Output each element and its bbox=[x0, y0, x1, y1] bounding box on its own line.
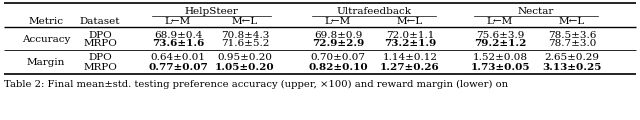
Text: M←L: M←L bbox=[397, 17, 423, 26]
Text: 73.6±1.6: 73.6±1.6 bbox=[152, 39, 204, 48]
Text: 69.8±0.9: 69.8±0.9 bbox=[314, 30, 362, 39]
Text: 1.73±0.05: 1.73±0.05 bbox=[470, 63, 530, 72]
Text: Table 2: Final mean±std. testing preference accuracy (upper, ×100) and reward ma: Table 2: Final mean±std. testing prefere… bbox=[4, 79, 508, 89]
Text: DPO: DPO bbox=[88, 54, 112, 63]
Text: 73.2±1.9: 73.2±1.9 bbox=[384, 39, 436, 48]
Text: 78.7±3.0: 78.7±3.0 bbox=[548, 39, 596, 48]
Text: 71.6±5.2: 71.6±5.2 bbox=[221, 39, 269, 48]
Text: M←L: M←L bbox=[559, 17, 585, 26]
Text: 75.6±3.9: 75.6±3.9 bbox=[476, 30, 524, 39]
Text: 79.2±1.2: 79.2±1.2 bbox=[474, 39, 526, 48]
Text: MRPO: MRPO bbox=[83, 39, 117, 48]
Text: 2.65±0.29: 2.65±0.29 bbox=[545, 54, 600, 63]
Text: 78.5±3.6: 78.5±3.6 bbox=[548, 30, 596, 39]
Text: 0.95±0.20: 0.95±0.20 bbox=[218, 54, 273, 63]
Text: L←M: L←M bbox=[165, 17, 191, 26]
Text: Ultrafeedback: Ultrafeedback bbox=[337, 6, 412, 15]
Text: DPO: DPO bbox=[88, 30, 112, 39]
Text: Dataset: Dataset bbox=[80, 17, 120, 26]
Text: 0.82±0.10: 0.82±0.10 bbox=[308, 63, 368, 72]
Text: 1.05±0.20: 1.05±0.20 bbox=[215, 63, 275, 72]
Text: 1.27±0.26: 1.27±0.26 bbox=[380, 63, 440, 72]
Text: Nectar: Nectar bbox=[518, 6, 554, 15]
Text: 1.52±0.08: 1.52±0.08 bbox=[472, 54, 527, 63]
Text: 72.0±1.1: 72.0±1.1 bbox=[386, 30, 434, 39]
Text: Accuracy: Accuracy bbox=[22, 35, 70, 44]
Text: 0.64±0.01: 0.64±0.01 bbox=[150, 54, 205, 63]
Text: 3.13±0.25: 3.13±0.25 bbox=[542, 63, 602, 72]
Text: 72.9±2.9: 72.9±2.9 bbox=[312, 39, 364, 48]
Text: Margin: Margin bbox=[27, 58, 65, 67]
Text: 70.8±4.3: 70.8±4.3 bbox=[221, 30, 269, 39]
Text: 0.77±0.07: 0.77±0.07 bbox=[148, 63, 208, 72]
Text: 0.70±0.07: 0.70±0.07 bbox=[310, 54, 365, 63]
Text: L←M: L←M bbox=[325, 17, 351, 26]
Text: Metric: Metric bbox=[29, 17, 63, 26]
Text: M←L: M←L bbox=[232, 17, 258, 26]
Text: 1.14±0.12: 1.14±0.12 bbox=[383, 54, 438, 63]
Text: 68.9±0.4: 68.9±0.4 bbox=[154, 30, 202, 39]
Text: L←M: L←M bbox=[487, 17, 513, 26]
Text: MRPO: MRPO bbox=[83, 63, 117, 72]
Text: HelpSteer: HelpSteer bbox=[184, 6, 239, 15]
